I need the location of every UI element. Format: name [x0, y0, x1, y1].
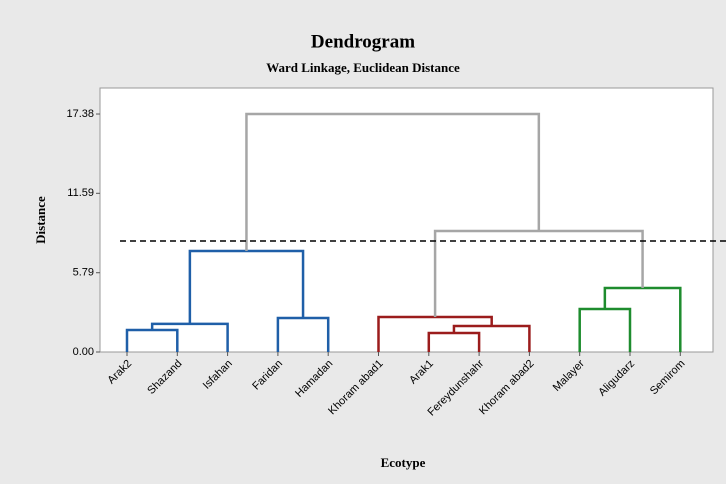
dendrogram-link [245, 112, 541, 251]
plot-area [99, 87, 714, 353]
y-tick-label: 17.38 [66, 108, 94, 120]
x-axis-label: Ecotype [381, 455, 426, 470]
dendrogram-link [276, 316, 330, 352]
y-axis-label: Distance [33, 196, 48, 244]
y-tick-label: 0.00 [73, 346, 94, 358]
y-tick-label: 5.79 [73, 267, 94, 279]
chart-subtitle: Ward Linkage, Euclidean Distance [266, 60, 460, 75]
dendrogram-link [427, 331, 481, 352]
y-tick-label: 11.59 [67, 187, 94, 199]
dendrogram-link [603, 286, 682, 352]
chart-title: Dendrogram [311, 31, 415, 52]
